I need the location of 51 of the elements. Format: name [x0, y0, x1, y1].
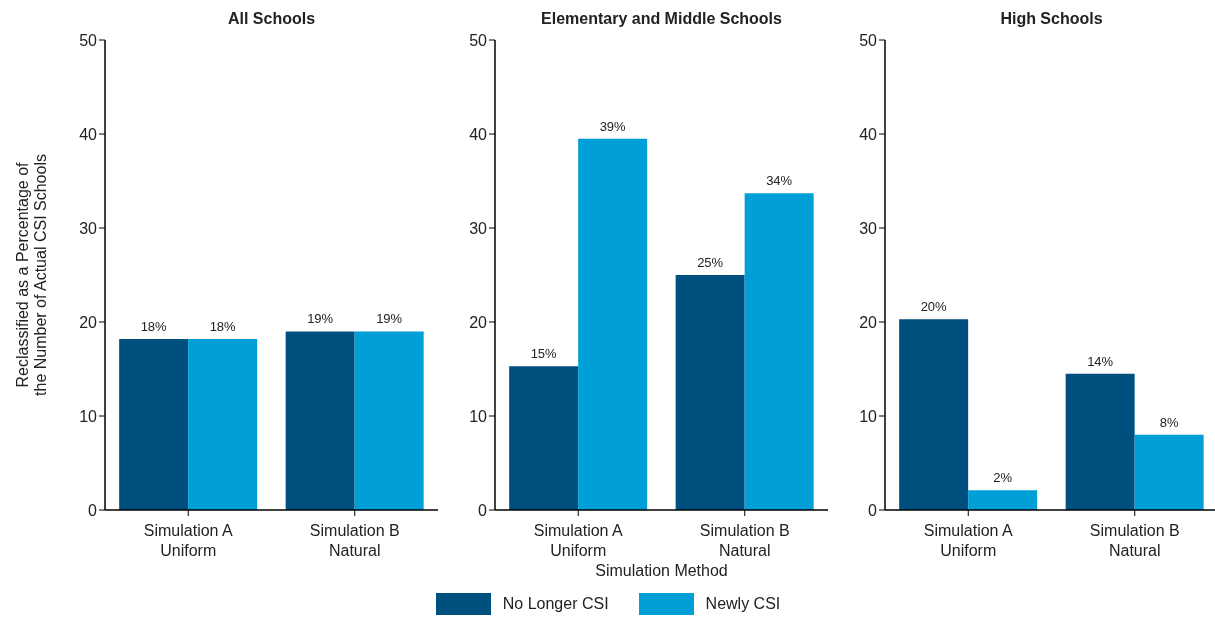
legend-label: Newly CSI [705, 595, 781, 613]
x-tick-label: Simulation B Natural [1089, 522, 1180, 559]
bar [1065, 373, 1135, 510]
x-tick-label: Simulation A Uniform [533, 522, 624, 559]
y-tick-label: 0 [478, 501, 488, 519]
y-axis-title: Reclassified as a Percentage of the Number of Actual CSI Schools [14, 154, 50, 396]
chart-title: Elementary and Middle Schools [540, 10, 783, 28]
y-tick-label: 40 [859, 125, 878, 143]
y-tick-label: 30 [859, 219, 878, 237]
y-tick-label: 30 [79, 219, 98, 237]
y-tick-label: 40 [79, 125, 98, 143]
y-tick-label: 0 [88, 501, 98, 519]
bar [578, 138, 648, 510]
y-tick-label: 50 [469, 31, 488, 49]
data-label: 18% [140, 318, 168, 334]
x-tick-label: Simulation B Natural [309, 522, 400, 559]
bar [675, 275, 745, 510]
data-label: 19% [307, 311, 334, 327]
bar [744, 193, 814, 510]
y-tick-label: 50 [79, 31, 98, 49]
y-tick-label: 20 [469, 313, 488, 331]
y-tick-label: 20 [79, 313, 98, 331]
bar [968, 490, 1038, 510]
y-tick-label: 20 [859, 313, 878, 331]
data-label: 14% [1087, 353, 1114, 369]
x-tick-label: Simulation A Uniform [143, 522, 234, 559]
y-tick-label: 0 [868, 501, 878, 519]
data-label: 34% [766, 173, 793, 189]
data-label: 19% [376, 311, 403, 327]
x-axis-title: Simulation Method [594, 562, 729, 580]
y-tick-label: 10 [79, 407, 98, 425]
bar [899, 319, 969, 510]
data-label: 18% [209, 318, 237, 334]
bar [1134, 434, 1204, 510]
chart-title: All Schools [226, 10, 317, 28]
data-label: 20% [920, 299, 948, 315]
y-tick-label: 30 [469, 219, 488, 237]
chart-title: High Schools [999, 10, 1104, 28]
x-tick-label: Simulation A Uniform [923, 522, 1014, 559]
y-tick-label: 40 [469, 125, 488, 143]
data-label: 25% [697, 255, 724, 270]
data-label: 39% [599, 118, 627, 134]
data-label: 8% [1159, 414, 1179, 430]
bar [509, 366, 579, 510]
data-label: 2% [993, 470, 1013, 486]
y-tick-label: 50 [859, 31, 878, 49]
y-tick-label: 10 [859, 407, 878, 425]
legend-label: No Longer CSI [502, 595, 609, 613]
data-label: 15% [530, 346, 558, 362]
x-tick-label: Simulation B Natural [699, 522, 790, 559]
y-tick-label: 10 [469, 407, 488, 425]
